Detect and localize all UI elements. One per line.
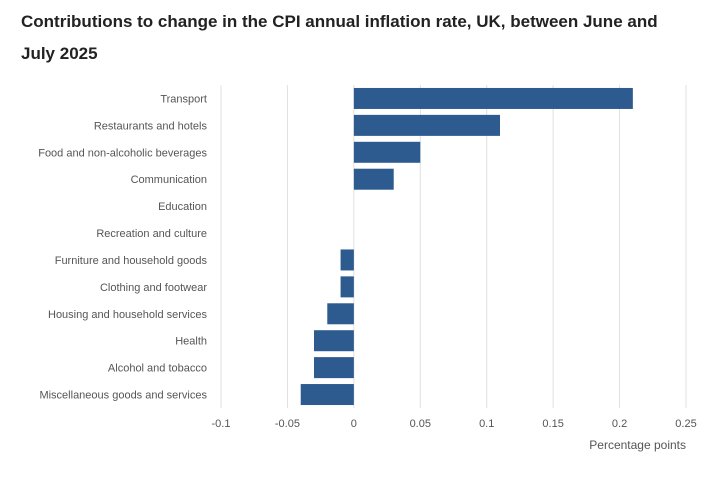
bar: [314, 357, 354, 379]
x-tick-label: 0.1: [479, 418, 494, 430]
x-tick-label: 0.05: [410, 418, 431, 430]
bar: [353, 141, 421, 163]
category-label: Education: [158, 201, 207, 213]
bar: [340, 249, 354, 271]
x-tick-label: -0.05: [275, 418, 300, 430]
category-label: Alcohol and tobacco: [108, 363, 207, 375]
bar: [353, 114, 500, 136]
bar: [340, 276, 354, 298]
bar: [300, 384, 354, 406]
bars: [300, 87, 633, 406]
bar: [327, 303, 354, 325]
category-label: Restaurants and hotels: [94, 120, 208, 132]
x-tick-label: -0.1: [212, 418, 231, 430]
x-tick-labels: -0.1 -0.05 0 0.05 0.1 0.15 0.2 0.25: [212, 418, 697, 430]
category-label: Communication: [131, 174, 207, 186]
chart-title: Contributions to change in the CPI annua…: [21, 12, 658, 63]
category-labels: Transport Restaurants and hotels Food and …: [38, 93, 207, 401]
gridlines: [220, 85, 687, 408]
category-label: Housing and household services: [48, 309, 207, 321]
x-tick-label: 0: [351, 418, 357, 430]
category-label: Transport: [160, 93, 207, 105]
x-tick-label: 0.15: [542, 418, 563, 430]
x-axis-label: Percentage points: [589, 438, 686, 452]
category-label: Health: [175, 336, 207, 348]
bar: [314, 330, 354, 352]
category-label: Recreation and culture: [96, 228, 207, 240]
category-label: Miscellaneous goods and services: [39, 390, 207, 402]
bar: [353, 168, 394, 190]
category-label: Food and non-alcoholic beverages: [38, 147, 207, 159]
x-tick-label: 0.2: [612, 418, 627, 430]
category-label: Furniture and household goods: [55, 255, 208, 267]
category-label: Clothing and footwear: [100, 282, 207, 294]
bar: [353, 87, 633, 109]
x-tick-label: 0.25: [675, 418, 696, 430]
